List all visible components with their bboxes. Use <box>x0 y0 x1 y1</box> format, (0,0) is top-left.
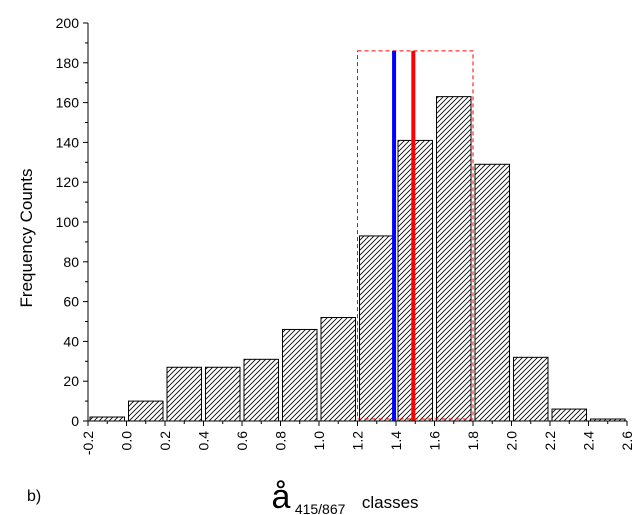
y-tick-label: 80 <box>63 254 79 270</box>
x-tick-label: 0.6 <box>234 431 250 451</box>
y-tick-label: 120 <box>56 174 80 190</box>
histogram-bar <box>243 358 279 422</box>
histogram-bar <box>205 366 241 422</box>
panel-label: b) <box>27 488 41 505</box>
histogram-bar <box>551 408 587 422</box>
x-tick-label: 0.0 <box>119 431 135 451</box>
x-axis-label-suffix: classes <box>362 493 419 512</box>
x-tick-label: 1.2 <box>350 431 366 451</box>
y-tick-label: 0 <box>71 413 79 429</box>
histogram-bar <box>474 163 510 422</box>
overlay-layer <box>357 50 474 421</box>
y-tick-label: 100 <box>56 214 80 230</box>
y-tick-label: 160 <box>56 95 80 111</box>
x-tick-label: 1.8 <box>465 431 481 451</box>
x-tick-label: 0.2 <box>157 431 173 451</box>
y-tick-label: 140 <box>56 134 80 150</box>
bars-layer <box>89 96 626 422</box>
x-axis-label-symbol: å <box>271 478 290 515</box>
x-axis-label: å 415/867 classes <box>271 478 418 515</box>
histogram-bar <box>513 356 549 422</box>
y-axis-label: Frequency Counts <box>17 169 36 308</box>
x-axis-label-subscript: 415/867 <box>295 501 346 515</box>
y-tick-label: 40 <box>63 333 79 349</box>
histogram-bar <box>436 96 472 422</box>
x-tick-label: 2.4 <box>581 431 597 451</box>
x-tick-label: 1.4 <box>388 431 404 451</box>
x-tick-label: 2.6 <box>619 431 635 451</box>
x-tick-label: -0.2 <box>80 431 96 455</box>
x-tick-label: 2.2 <box>542 431 558 451</box>
axes-layer: 0 20 40 60 80 100 120 140 160 180 200 -0.2 0.0 0.2 0.4… <box>56 15 635 455</box>
histogram-bar <box>166 366 202 422</box>
y-tick-label: 180 <box>56 55 80 71</box>
y-tick-label: 200 <box>56 15 80 31</box>
histogram-bar <box>282 328 318 422</box>
histogram-bar <box>359 235 395 422</box>
y-tick-label: 20 <box>63 373 79 389</box>
x-tick-label: 1.6 <box>427 431 443 451</box>
histogram-bar <box>320 317 356 422</box>
histogram-bar <box>89 416 125 422</box>
x-tick-label: 0.8 <box>273 431 289 451</box>
x-tick-label: 0.4 <box>196 431 212 451</box>
histogram-bar <box>128 400 164 422</box>
y-tick-label: 60 <box>63 294 79 310</box>
x-tick-label: 2.0 <box>504 431 520 451</box>
x-tick-label: 1.0 <box>311 431 327 451</box>
